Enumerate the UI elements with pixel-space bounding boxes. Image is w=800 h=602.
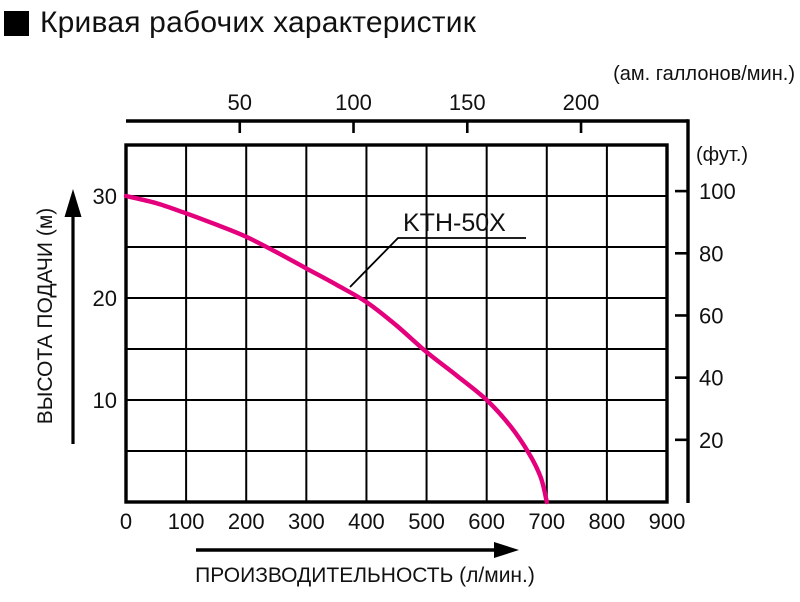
title-bullet-square-icon (4, 10, 29, 36)
bottom-axis-tick-label: 900 (649, 509, 686, 534)
left-axis-tick-label: 20 (93, 286, 117, 311)
right-axis-tick-label: 80 (699, 241, 723, 266)
plot-border (124, 143, 669, 504)
top-axis-tick-label: 50 (228, 90, 252, 115)
series-label-leader-line (349, 237, 526, 288)
right-axis-tick-label: 20 (699, 428, 723, 453)
top-axis-unit-label: (ам. галлонов/мин.) (613, 63, 795, 85)
right-axis-tick-label: 40 (699, 366, 723, 391)
bottom-axis-tick-label: 700 (528, 509, 565, 534)
left-axis-label: ВЫСОТА ПОДАЧИ (м) (34, 208, 57, 425)
bottom-axis-tick-label: 400 (348, 509, 385, 534)
bottom-axis-tick-label: 800 (589, 509, 626, 534)
series-curve (123, 193, 549, 505)
page-title: Кривая рабочих характеристик (40, 6, 477, 39)
top-axis-tick-label: 200 (563, 90, 600, 115)
bottom-axis-tick-label: 0 (120, 509, 132, 534)
bottom-axis-tick-label: 200 (228, 509, 265, 534)
right-axis-unit-label: (фут.) (696, 144, 748, 166)
right-axis-tick-label: 60 (699, 303, 723, 328)
left-axis-tick-label: 30 (93, 184, 117, 209)
top-axis-tick-label: 150 (449, 90, 486, 115)
bottom-axis-tick-label: 300 (288, 509, 325, 534)
bottom-axis-arrow-head (494, 542, 519, 558)
top-axis-tick-label: 100 (335, 90, 372, 115)
series-label: KTH-50X (403, 209, 506, 237)
bottom-axis-tick-label: 500 (408, 509, 445, 534)
right-axis-tick-label: 100 (699, 179, 736, 204)
left-axis-arrow-head (64, 189, 82, 217)
left-axis-tick-label: 10 (93, 388, 117, 413)
bottom-axis-tick-label: 600 (468, 509, 505, 534)
page-title-row: Кривая рабочих характеристик (4, 6, 476, 40)
bottom-axis-tick-label: 100 (168, 509, 205, 534)
bottom-axis-label: ПРОИЗВОДИТЕЛЬНОСТЬ (л/мин.) (195, 564, 535, 587)
